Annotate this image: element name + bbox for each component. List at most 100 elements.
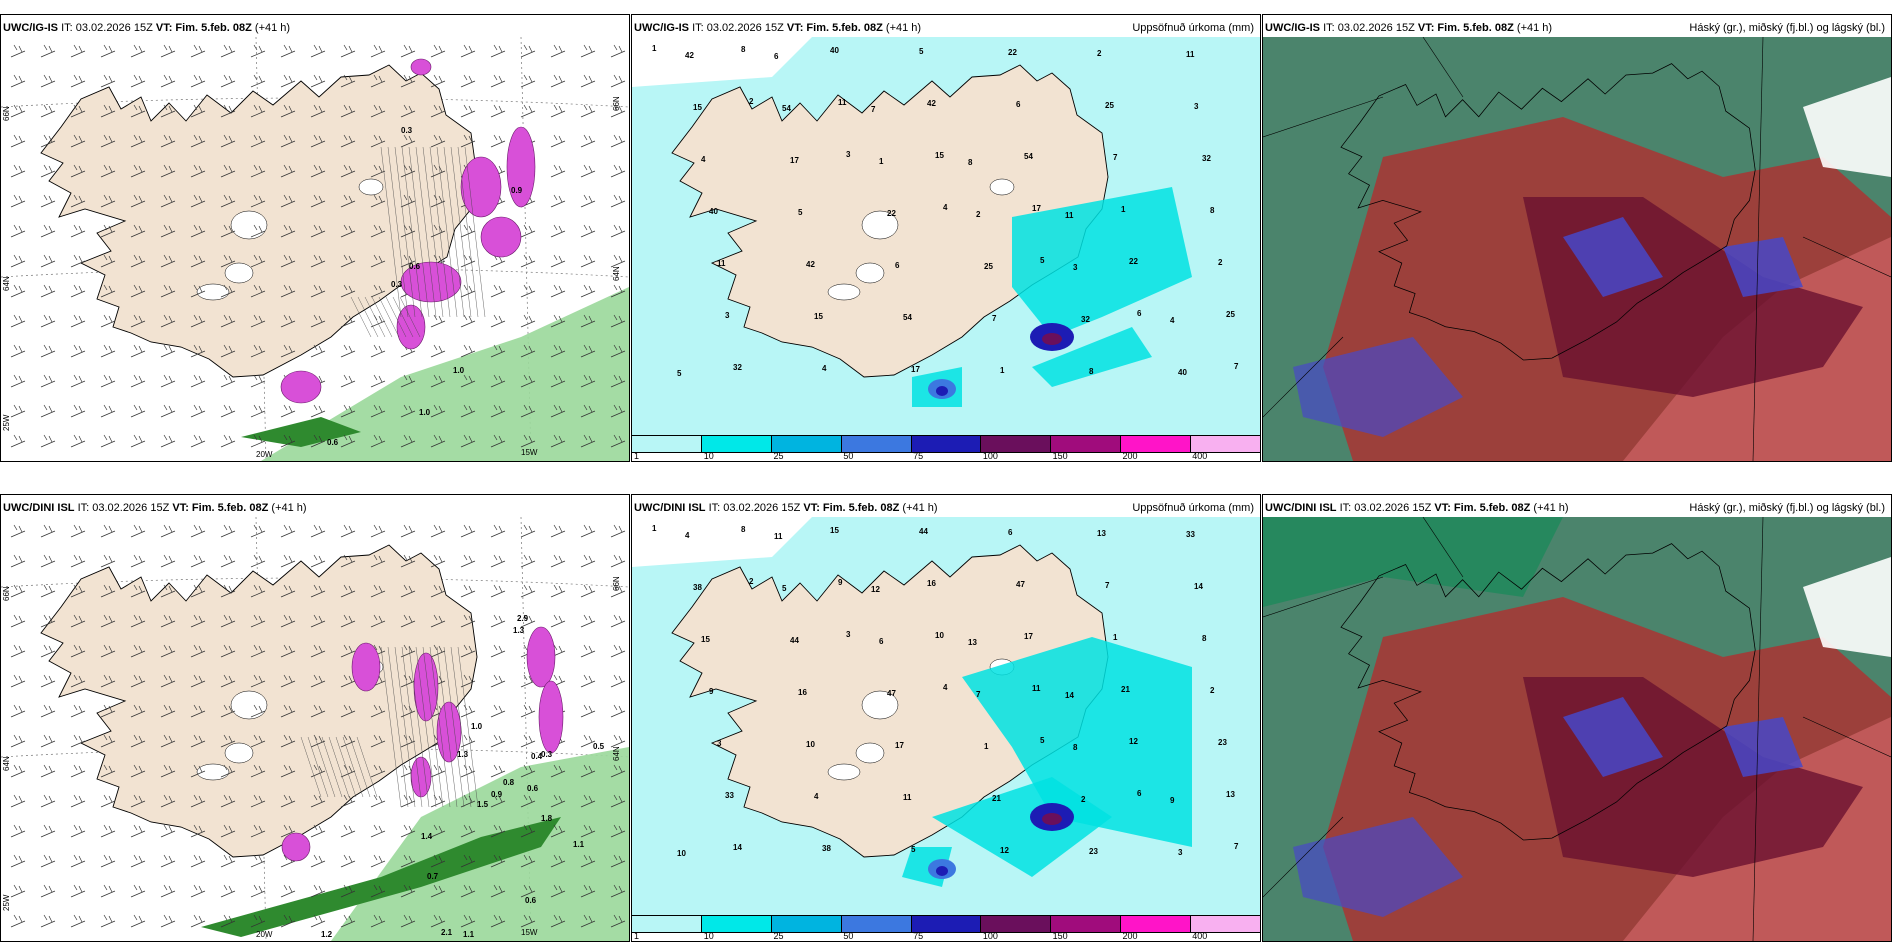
map-wind-precip-type[interactable]: 20W 15W 66N 64N 25W 66N 64N 0.3 0.6 1.0 1.0 0.6 0.3 0…: [1, 37, 629, 461]
wind-barb: [490, 344, 506, 358]
precip-value-label: 11: [774, 532, 783, 541]
value-label: 0.6: [525, 896, 537, 905]
wind-barb: [190, 284, 206, 298]
wind-barb: [280, 404, 296, 418]
value-label: 1.3: [513, 626, 525, 635]
wind-barb: [160, 344, 176, 358]
wind-barb: [10, 224, 26, 238]
wind-barb: [190, 914, 206, 928]
wind-barb: [190, 134, 206, 148]
map-accumulated-precip[interactable]: 1 2 3 4 5 6 7 8 11 15 17 22 25 32 40 42 54 1 2 3 4 5 6 7 8 11 15 17…: [632, 37, 1260, 461]
precip-value-label: 11: [838, 98, 847, 107]
wind-barb: [490, 584, 506, 598]
wind-barb: [520, 404, 536, 418]
wind-barb: [40, 104, 56, 118]
wind-barb: [610, 614, 626, 628]
wind-barb: [580, 734, 596, 748]
wind-barb: [280, 224, 296, 238]
wind-barb: [430, 884, 446, 898]
precip-value-label: 11: [717, 259, 726, 268]
precip-value-label: 2: [1081, 795, 1086, 804]
mixed-precip-hatch: [394, 146, 416, 318]
wind-barb: [580, 284, 596, 298]
precip-value-label: 5: [1040, 736, 1045, 745]
map-accumulated-precip[interactable]: 1 2 3 4 5 6 7 8 9 10 11 12 13 14 15 16 17 21 23 33 38 44 47 1 2 3…: [632, 517, 1260, 941]
wind-barb: [430, 74, 446, 88]
wind-barb: [400, 524, 416, 538]
precip-value-label: 8: [1202, 634, 1207, 643]
latitude-label: 66N: [2, 586, 11, 601]
snow-area: [351, 642, 381, 692]
wind-barb: [340, 884, 356, 898]
wind-barb: [520, 884, 536, 898]
wind-barb: [610, 284, 626, 298]
precip-value-label: 3: [1178, 848, 1183, 857]
wind-barb: [10, 104, 26, 118]
wind-barb: [400, 434, 416, 448]
precip-value-label: 1: [984, 742, 989, 751]
wind-barb: [280, 704, 296, 718]
precip-value-label: 33: [725, 791, 734, 800]
wind-barb: [340, 104, 356, 118]
value-label: 1.1: [463, 930, 475, 939]
wind-barb: [370, 704, 386, 718]
value-label: 1.2: [321, 930, 333, 939]
low-cloud-area: [1723, 717, 1803, 777]
wind-barb: [40, 134, 56, 148]
longitude-line: [520, 37, 532, 461]
precip-value-label: 42: [806, 260, 815, 269]
legend-tick-label: 25: [773, 931, 784, 941]
mixed-precip-hatch: [356, 736, 378, 798]
precip-value-label: 38: [693, 583, 702, 592]
wind-barb: [250, 794, 266, 808]
wind-barb: [430, 134, 446, 148]
mixed-precip-hatch: [349, 736, 371, 798]
wind-barb: [550, 164, 566, 178]
wind-barb: [580, 374, 596, 388]
legend-tick-label: 25: [773, 451, 784, 461]
wind-barb: [460, 824, 476, 838]
wind-barb: [460, 884, 476, 898]
wind-barb: [40, 674, 56, 688]
legend-color-cell: [911, 916, 982, 932]
precip-value-label: 3: [846, 150, 851, 159]
wind-barb: [130, 404, 146, 418]
glacier-outline: [224, 742, 254, 764]
wind-barb: [70, 914, 86, 928]
wind-barb: [580, 164, 596, 178]
wind-barb: [580, 224, 596, 238]
wind-barb: [130, 794, 146, 808]
wind-barb: [250, 614, 266, 628]
latitude-label: 66N: [612, 576, 621, 591]
precip-value-label: 32: [1202, 154, 1211, 163]
map-wind-precip-type[interactable]: 20W 15W 66N 64N 25W 66N 64N 2.9 1.3 1.0 0.8 0.9 0.6 1…: [1, 517, 629, 941]
legend-color-cell: [701, 916, 772, 932]
value-label: 0.4: [531, 752, 543, 761]
wind-barb: [190, 344, 206, 358]
mixed-precip-hatch: [307, 736, 329, 798]
wind-barb: [280, 74, 296, 88]
wind-barb: [100, 164, 116, 178]
wind-barb: [10, 134, 26, 148]
wind-barb: [100, 254, 116, 268]
wind-barb: [580, 404, 596, 418]
legend-color-cell: [841, 436, 912, 452]
wind-barb: [250, 404, 266, 418]
wind-barb: [550, 134, 566, 148]
precip-legend: 1 10 25 50 75 100 150 200 400: [632, 435, 1260, 461]
wind-barb: [70, 44, 86, 58]
wind-barb: [70, 674, 86, 688]
map-cloud-cover[interactable]: [1263, 37, 1891, 461]
wind-barb: [220, 824, 236, 838]
wind-barb: [40, 794, 56, 808]
map-cloud-cover[interactable]: [1263, 517, 1891, 941]
wind-barb: [520, 914, 536, 928]
wind-barb: [280, 794, 296, 808]
wind-barb: [10, 374, 26, 388]
wind-barb: [580, 794, 596, 808]
wind-barb: [160, 374, 176, 388]
wind-barb: [550, 74, 566, 88]
wind-barb: [310, 824, 326, 838]
mixed-precip-hatch: [429, 646, 451, 808]
wind-barb: [10, 164, 26, 178]
